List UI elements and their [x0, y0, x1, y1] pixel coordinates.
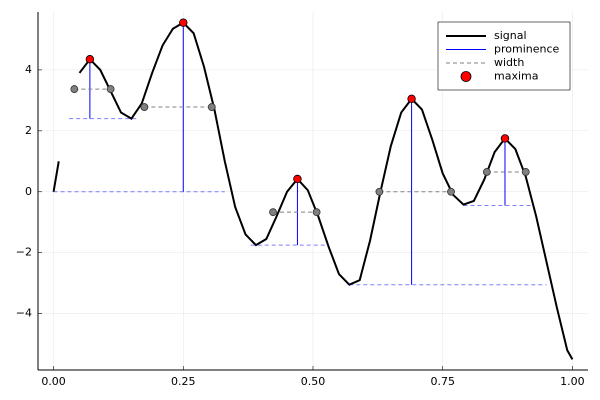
width-point: [482, 168, 491, 176]
maxima-point: [500, 134, 510, 143]
width-point: [70, 85, 79, 93]
y-tick-label: −2: [16, 246, 32, 259]
legend-label: prominence: [494, 43, 560, 56]
width-point: [312, 208, 321, 217]
width-point: [521, 168, 530, 176]
y-tick-label: 4: [25, 63, 32, 76]
legend-label: signal: [494, 29, 527, 42]
width-point: [140, 103, 149, 111]
x-tick-label: 0.50: [301, 375, 326, 388]
width-point: [269, 208, 277, 217]
y-tick-label: 0: [25, 185, 32, 198]
x-tick-label: 0.25: [171, 375, 196, 388]
legend-box: [437, 21, 571, 91]
signal-line: [52, 21, 574, 360]
maxima-point: [293, 174, 302, 184]
x-tick-label: 1.00: [560, 375, 585, 388]
maxima-point: [407, 94, 416, 104]
x-tick-label: 0.75: [430, 375, 455, 388]
y-tick-label: 2: [25, 124, 32, 137]
legend-marker: [460, 71, 472, 82]
maxima-point: [179, 18, 188, 27]
width-point: [447, 187, 455, 196]
legend-label: maxima: [494, 70, 538, 83]
width-point: [106, 85, 115, 93]
width-point: [375, 187, 384, 196]
width-point: [207, 103, 216, 111]
maxima-point: [85, 55, 95, 64]
x-tick-label: 0.00: [41, 375, 66, 388]
y-tick-label: −4: [16, 307, 32, 320]
legend-label: width: [494, 56, 524, 69]
